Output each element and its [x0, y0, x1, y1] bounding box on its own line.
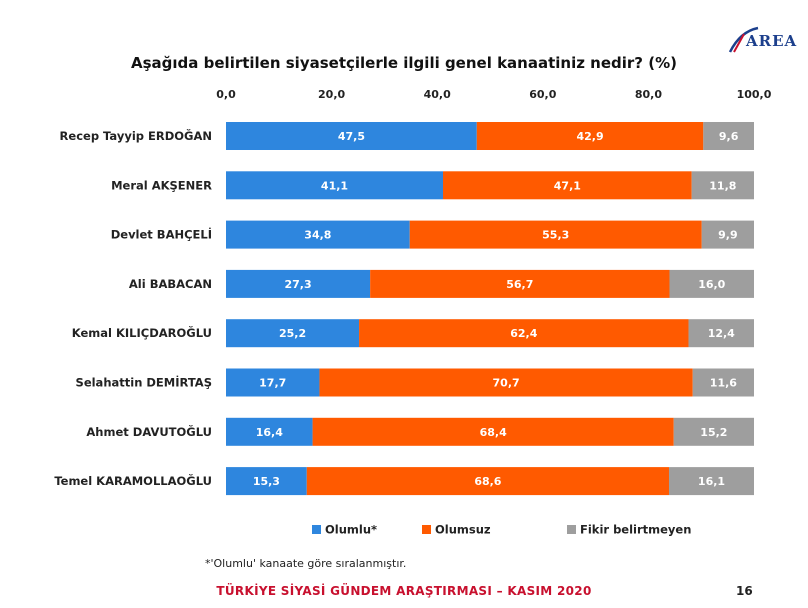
bar-segment	[691, 171, 754, 200]
data-label: 62,4	[510, 327, 537, 340]
category-label: Meral AKŞENER	[111, 178, 212, 192]
data-label: 15,2	[700, 426, 727, 439]
category-label: Kemal KILIÇDAROĞLU	[72, 325, 212, 340]
bar-segment	[443, 171, 692, 200]
bar-segment	[409, 220, 702, 249]
data-label: 42,9	[576, 130, 603, 143]
legend-swatch	[422, 525, 431, 534]
bar-segment	[319, 368, 693, 397]
category-label: Devlet BAHÇELİ	[111, 227, 212, 242]
bar-segment	[226, 171, 444, 200]
chart-title: Aşağıda belirtilen siyasetçilerle ilgili…	[131, 54, 677, 72]
data-label: 12,4	[708, 327, 735, 340]
legend-label: Olumsuz	[435, 523, 491, 537]
bar-segment	[226, 122, 477, 150]
data-label: 11,6	[710, 377, 737, 390]
bar-segment	[226, 269, 371, 298]
data-label: 15,3	[253, 475, 280, 488]
x-tick-label: 40,0	[424, 88, 451, 101]
bar-segment	[669, 269, 754, 298]
logo-swoosh-icon	[728, 26, 759, 53]
data-label: 9,9	[718, 229, 738, 242]
x-tick-label: 0,0	[216, 88, 236, 101]
category-label: Temel KARAMOLLAOĞLU	[54, 473, 212, 488]
data-label: 25,2	[279, 327, 306, 340]
bar-segment	[476, 122, 704, 150]
data-label: 56,7	[506, 278, 533, 291]
x-tick-label: 60,0	[529, 88, 556, 101]
page-number: 16	[736, 584, 753, 598]
data-label: 41,1	[321, 179, 348, 192]
category-label: Ali BABACAN	[129, 277, 212, 291]
data-label: 47,1	[554, 179, 581, 192]
bar-segment	[312, 417, 674, 446]
bar-segment	[226, 417, 313, 446]
category-label: Ahmet DAVUTOĞLU	[86, 424, 212, 439]
bar-segment	[226, 368, 320, 397]
data-label: 27,3	[285, 278, 312, 291]
logo-text: AREA	[746, 32, 798, 50]
legend-swatch	[312, 525, 321, 534]
bar-segment	[370, 269, 670, 298]
data-label: 68,4	[480, 426, 507, 439]
data-label: 17,7	[259, 377, 286, 390]
footer-title: TÜRKİYE SİYASİ GÜNDEM ARAŞTIRMASI – KASI…	[216, 584, 592, 598]
legend-swatch	[567, 525, 576, 534]
bar-segment	[701, 220, 754, 249]
stacked-bar-chart: 0,0 20,0 40,0 60,0 80,0 100,0 Recep Tayyip ERD…	[54, 88, 772, 537]
data-label: 68,6	[474, 475, 501, 488]
category-label: Selahattin DEMİRTAŞ	[76, 375, 212, 390]
x-tick-label: 80,0	[635, 88, 662, 101]
bar-segment	[306, 467, 669, 496]
bar-segment	[668, 467, 754, 496]
legend-label: Fikir belirtmeyen	[580, 523, 691, 537]
data-label: 16,1	[698, 475, 725, 488]
data-label: 47,5	[338, 130, 365, 143]
bar-segment	[692, 368, 754, 397]
bar-segment	[688, 319, 754, 348]
legend-label: Olumlu*	[325, 523, 377, 537]
bar-segment	[226, 467, 307, 496]
data-label: 16,0	[698, 278, 725, 291]
data-label: 9,6	[719, 130, 739, 143]
bar-segment	[673, 417, 754, 446]
data-label: 55,3	[542, 229, 569, 242]
data-label: 70,7	[493, 377, 520, 390]
area-logo: AREA	[726, 26, 796, 56]
bar-segment	[359, 319, 689, 348]
x-tick-label: 20,0	[318, 88, 345, 101]
category-label: Recep Tayyip ERDOĞAN	[60, 128, 212, 143]
data-label: 11,8	[709, 179, 736, 192]
x-tick-label: 100,0	[737, 88, 772, 101]
bar-segment	[226, 220, 410, 249]
bar-segment	[703, 122, 754, 150]
footnote: *'Olumlu' kanaate göre sıralanmıştır.	[205, 557, 407, 570]
data-label: 34,8	[304, 229, 331, 242]
data-label: 16,4	[256, 426, 283, 439]
bar-segment	[226, 319, 360, 348]
